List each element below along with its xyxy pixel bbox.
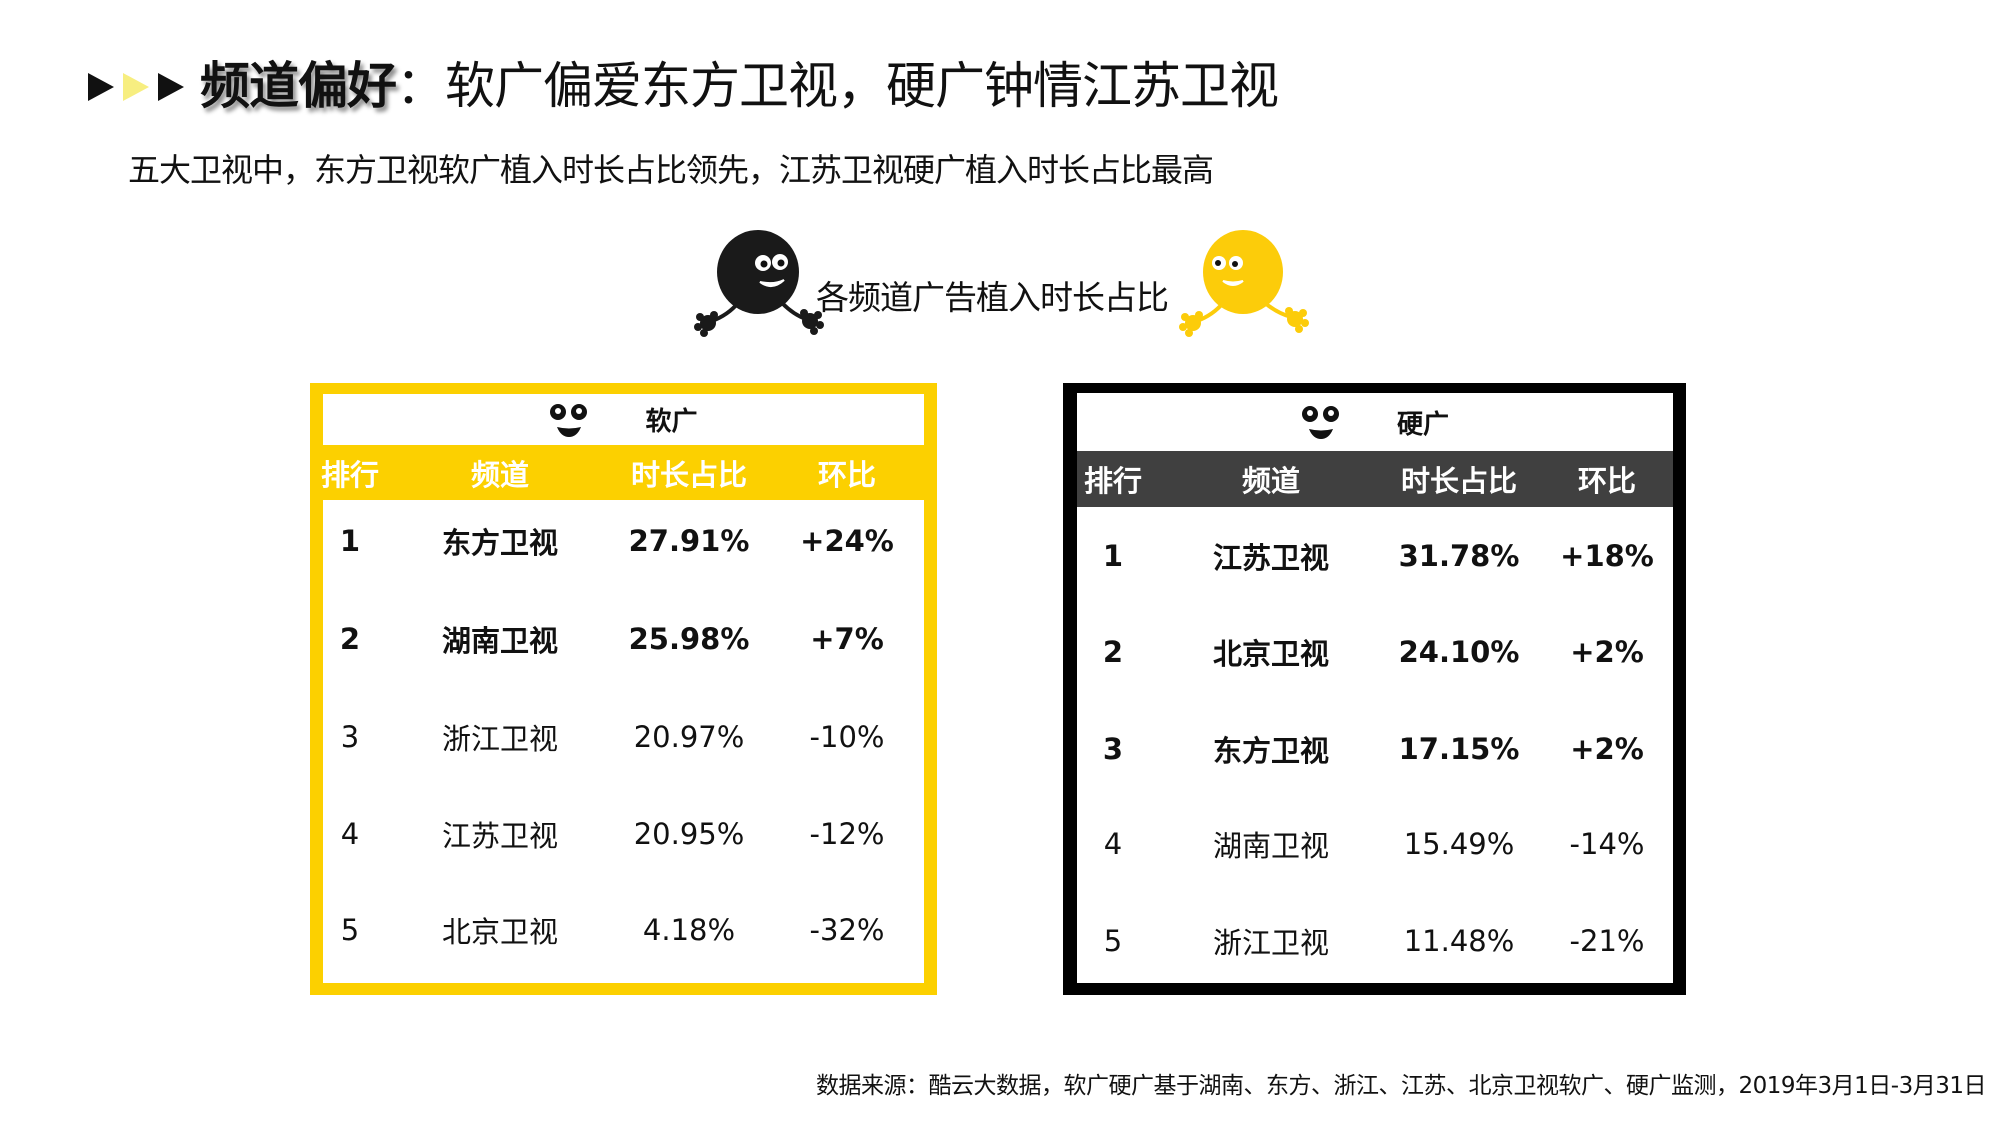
smiley-face-icon — [550, 403, 588, 437]
col-rank: 排行 — [1083, 464, 1143, 498]
col-share: 时长占比 — [630, 457, 748, 492]
chart-caption: 各频道广告植入时长占比 — [816, 278, 1169, 317]
col-channel: 频道 — [1241, 464, 1301, 498]
smiley-face-icon — [1301, 406, 1339, 439]
soft-table-header: 排行 频道 时长占比 环比 — [320, 445, 924, 500]
col-change: 环比 — [1577, 464, 1637, 498]
title-rest: ：软广偏爱东方卫视，硬广钟情江苏卫视 — [396, 57, 1279, 115]
arrow-bullet-icon — [158, 73, 184, 101]
soft-ad-table: 软广 排行 频道 时长占比 环比 1 东方卫视 27.91% +24% 2 湖南… — [310, 383, 937, 995]
black-smiley-mascot-icon — [694, 230, 824, 337]
yellow-smiley-mascot-icon — [1179, 230, 1309, 337]
arrow-bullet-icon — [88, 73, 114, 101]
col-share: 时长占比 — [1400, 464, 1518, 498]
arrow-bullet-icon — [123, 73, 149, 101]
hard-table-title: 硬广 — [1077, 393, 1673, 451]
page-title: 频道偏好：软广偏爱东方卫视，硬广钟情江苏卫视 — [200, 56, 1279, 116]
col-change: 环比 — [817, 457, 877, 492]
col-channel: 频道 — [470, 457, 530, 492]
col-rank: 排行 — [320, 457, 380, 492]
hard-table-header: 排行 频道 时长占比 环比 — [1077, 451, 1673, 507]
page-subtitle: 五大卫视中，东方卫视软广植入时长占比领先，江苏卫视硬广植入时长占比最高 — [128, 151, 1214, 189]
data-source-footnote: 数据来源：酷云大数据，软广硬广基于湖南、东方、浙江、江苏、北京卫视软广、硬广监测… — [816, 1073, 1987, 1099]
hard-ad-table: 硬广 排行 频道 时长占比 环比 1 江苏卫视 31.78% +18% 2 北京… — [1063, 383, 1686, 995]
soft-table-title: 软广 — [323, 394, 924, 445]
title-keyword: 频道偏好 — [200, 57, 397, 115]
